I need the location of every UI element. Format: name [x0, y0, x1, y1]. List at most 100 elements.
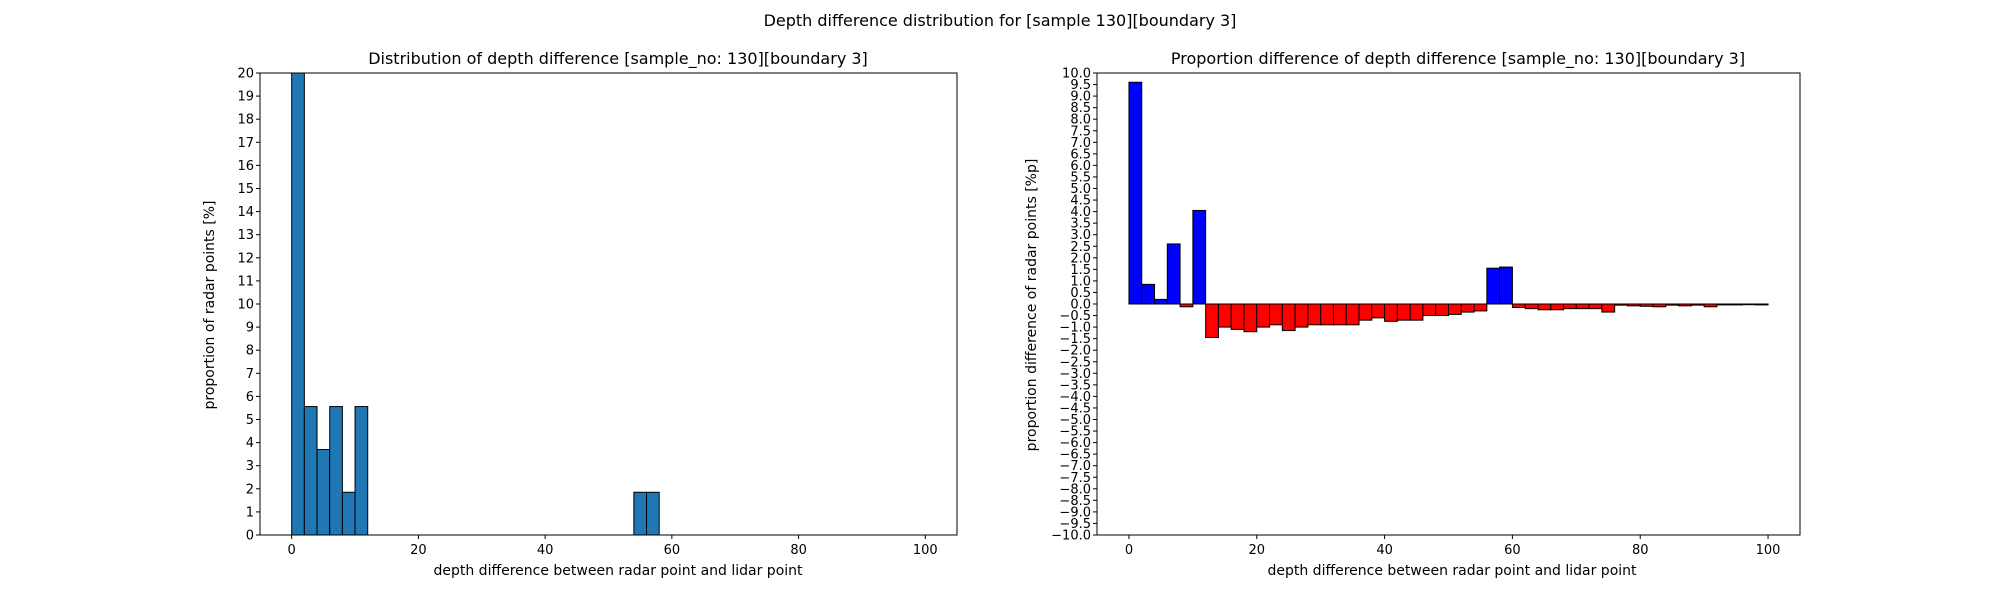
right-chart-title: Proportion difference of depth differenc… — [1171, 49, 1745, 69]
right-y-tick-label: −3.5 — [1059, 378, 1091, 393]
right-y-tick-label: 6.0 — [1070, 159, 1091, 174]
right-y-tick-label: −9.5 — [1059, 517, 1091, 532]
right-y-tick-label: 3.0 — [1070, 228, 1091, 243]
left-y-tick-label: 9 — [246, 321, 254, 336]
right-bar — [1128, 81, 1143, 305]
right-y-tick-label: 5.0 — [1070, 182, 1091, 197]
right-y-tick-label: 8.0 — [1070, 113, 1091, 128]
left-x-tick-label: 60 — [664, 543, 681, 558]
right-y-tick-label: −8.0 — [1059, 482, 1091, 497]
left-chart: Distribution of depth difference [sample… — [202, 49, 958, 579]
right-bar — [1332, 303, 1347, 326]
right-bar — [1217, 303, 1232, 328]
right-bar — [1358, 303, 1373, 321]
right-bar — [1422, 303, 1437, 317]
left-y-tick-label: 1 — [246, 505, 254, 520]
left-bar — [354, 406, 369, 536]
right-bar — [1154, 298, 1168, 305]
right-bar — [1460, 303, 1475, 313]
right-bar — [1435, 303, 1449, 317]
left-y-tick-label: 0 — [246, 529, 254, 544]
right-y-tick-label: 0.0 — [1070, 298, 1091, 313]
right-y-tick-label: −2.5 — [1059, 355, 1091, 370]
right-bar — [1741, 303, 1756, 306]
left-y-tick-label: 4 — [246, 436, 254, 451]
right-bar — [1511, 303, 1526, 308]
left-chart-title: Distribution of depth difference [sample… — [368, 49, 868, 69]
right-bar — [1384, 303, 1398, 322]
right-y-tick-label: 9.0 — [1070, 90, 1091, 105]
right-y-tick-label: −4.0 — [1059, 390, 1091, 405]
right-y-tick-label: −2.0 — [1059, 344, 1091, 359]
right-y-tick-label: 10.0 — [1062, 67, 1091, 82]
right-y-tick-label: −5.0 — [1059, 413, 1091, 428]
right-y-tick-label: 1.0 — [1070, 274, 1091, 289]
left-y-tick-label: 15 — [237, 182, 254, 197]
right-x-tick-label: 60 — [1504, 543, 1521, 558]
right-y-tick-label: −7.5 — [1059, 471, 1091, 486]
right-bar — [1409, 303, 1424, 321]
right-y-tick-label: −0.5 — [1059, 309, 1091, 324]
right-y-tick-label: 6.5 — [1070, 147, 1091, 162]
left-y-tick-label: 16 — [237, 159, 254, 174]
left-y-tick-label: 18 — [237, 113, 254, 128]
right-y-tick-label: −6.0 — [1059, 436, 1091, 451]
left-x-tick-label: 20 — [410, 543, 427, 558]
right-bar — [1192, 209, 1207, 305]
left-x-tick-label: 100 — [913, 543, 938, 558]
right-y-tick-label: −5.5 — [1059, 425, 1091, 440]
right-bar — [1550, 303, 1565, 311]
right-y-tick-label: 7.5 — [1070, 124, 1091, 139]
right-bar — [1166, 243, 1181, 305]
right-bar — [1563, 303, 1577, 310]
left-y-axis-label: proportion of radar points [%] — [202, 200, 218, 409]
right-y-tick-label: −1.0 — [1059, 321, 1091, 336]
right-x-tick-label: 40 — [1376, 543, 1393, 558]
right-bar — [1652, 303, 1667, 308]
right-bar — [1320, 303, 1334, 326]
right-bar — [1230, 303, 1245, 330]
left-ticks: 0 20 40 60 80 1000123456789101112131415161718… — [237, 67, 937, 559]
right-y-tick-label: −7.0 — [1059, 459, 1091, 474]
left-y-tick-label: 7 — [246, 367, 254, 382]
left-y-tick-label: 3 — [246, 459, 254, 474]
right-y-tick-label: 3.5 — [1070, 217, 1091, 232]
right-ticks: 0 20 40 60 80 100 −10.0−9.5−9.0−8.5−8.0−7.5−7.… — [1051, 67, 1780, 559]
left-x-tick-label: 80 — [790, 543, 807, 558]
right-bar — [1614, 303, 1628, 306]
right-y-tick-label: 2.5 — [1070, 240, 1091, 255]
right-y-tick-label: −9.0 — [1059, 505, 1091, 520]
left-y-tick-label: 19 — [237, 90, 254, 105]
right-y-tick-label: −10.0 — [1051, 529, 1091, 544]
left-bar — [291, 72, 305, 536]
right-bar — [1141, 283, 1156, 305]
right-x-tick-label: 80 — [1632, 543, 1649, 558]
right-bar — [1243, 303, 1258, 333]
right-bar — [1601, 303, 1616, 313]
left-bar — [646, 491, 660, 536]
right-bar — [1179, 303, 1194, 308]
right-bar — [1345, 303, 1360, 326]
right-bar — [1588, 303, 1603, 310]
right-y-tick-label: 0.5 — [1070, 286, 1091, 301]
left-x-axis-label: depth difference between radar point and… — [433, 563, 803, 579]
right-bar — [1269, 303, 1283, 326]
left-y-tick-label: 17 — [237, 136, 254, 151]
figure-suptitle: Depth difference distribution for [sampl… — [764, 11, 1237, 30]
right-bar — [1754, 303, 1769, 306]
right-x-tick-label: 0 — [1125, 543, 1133, 558]
right-bar — [1205, 303, 1219, 338]
right-bar — [1256, 303, 1271, 328]
left-y-tick-label: 14 — [237, 205, 254, 220]
left-plot-frame — [259, 72, 958, 536]
left-y-tick-label: 11 — [237, 274, 254, 289]
right-bar — [1716, 303, 1731, 306]
right-y-tick-label: 8.5 — [1070, 101, 1091, 116]
left-y-tick-label: 2 — [246, 482, 254, 497]
left-y-tick-label: 5 — [246, 413, 254, 428]
right-y-tick-label: −1.5 — [1059, 332, 1091, 347]
left-y-tick-label: 6 — [246, 390, 254, 405]
left-bar — [316, 449, 331, 536]
left-y-tick-label: 20 — [237, 67, 254, 82]
